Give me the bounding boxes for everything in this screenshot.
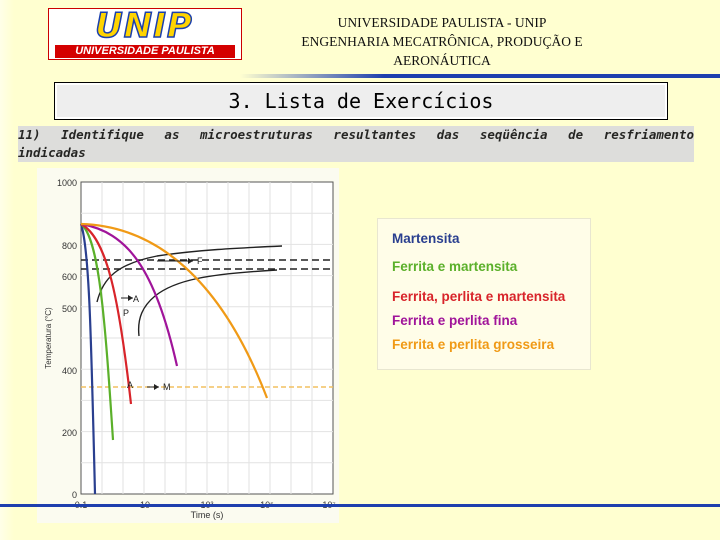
- header-line-2: ENGENHARIA MECATRÔNICA, PRODUÇÃO E: [301, 34, 583, 49]
- region-label-0: F: [197, 256, 203, 266]
- cooling-diagram: 100080060050040020000.11010³10⁵10⁷Temper…: [37, 168, 339, 523]
- y-tick-label: 500: [62, 304, 77, 314]
- question-line-2: indicadas: [18, 145, 86, 160]
- arrow-head-0: [188, 258, 193, 264]
- header-divider: [240, 74, 720, 78]
- legend: Martensita Ferrita e martensita Ferrita,…: [377, 218, 591, 370]
- cooling-curve-0: [79, 223, 97, 495]
- y-tick-label: 800: [62, 241, 77, 251]
- university-logo: UNIP UNIVERSIDADE PAULISTA: [48, 8, 242, 60]
- cooling-diagram-svg: 100080060050040020000.11010³10⁵10⁷Temper…: [44, 178, 336, 520]
- region-label-1: A: [133, 294, 139, 304]
- legend-item-3: Ferrita e perlita fina: [392, 313, 518, 328]
- y-tick-label: 0: [72, 490, 77, 500]
- region-label-3: A: [127, 380, 133, 390]
- cooling-curve-3: [80, 222, 179, 367]
- logo-word: UNIP: [94, 6, 193, 46]
- footer-divider: [0, 504, 720, 507]
- page-title: 3. Lista de Exercícios: [228, 89, 494, 113]
- y-tick-label: 1000: [57, 178, 77, 188]
- question-line-1: 11) Identifique as microestruturas resul…: [18, 127, 694, 142]
- cooling-curve-1: [80, 223, 115, 441]
- header-line-1: UNIVERSIDADE PAULISTA - UNIP: [337, 15, 547, 30]
- question-text: 11) Identifique as microestruturas resul…: [18, 126, 694, 162]
- y-axis-label: Temperatura (°C): [44, 307, 53, 369]
- y-tick-label: 600: [62, 272, 77, 282]
- left-stripe: [0, 0, 14, 540]
- ferrite-start-curve: [96, 245, 283, 303]
- arrow-head-1: [128, 295, 133, 301]
- y-tick-label: 400: [62, 366, 77, 376]
- header-line-3: AERONÁUTICA: [393, 53, 491, 68]
- legend-item-4: Ferrita e perlita grosseira: [392, 337, 555, 352]
- legend-item-2: Ferrita, perlita e martensita: [392, 289, 566, 304]
- logo-subtitle: UNIVERSIDADE PAULISTA: [55, 45, 235, 58]
- y-tick-label: 200: [62, 428, 77, 438]
- cooling-curve-4: [80, 222, 269, 399]
- legend-item-1: Ferrita e martensita: [392, 259, 518, 274]
- region-label-2: P: [123, 308, 129, 318]
- cooling-curve-2: [80, 223, 133, 405]
- legend-item-0: Martensita: [392, 231, 460, 246]
- title-box: 3. Lista de Exercícios: [54, 82, 668, 120]
- header-text: UNIVERSIDADE PAULISTA - UNIP ENGENHARIA …: [262, 13, 622, 70]
- x-axis-label: Time (s): [191, 510, 224, 520]
- arrow-head-2: [154, 384, 159, 390]
- region-label-4: M: [163, 382, 171, 392]
- pearlite-start-curve: [137, 269, 278, 337]
